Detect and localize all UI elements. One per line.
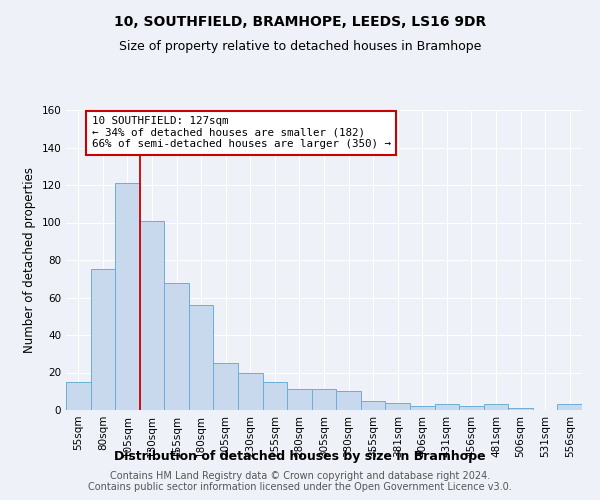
Bar <box>263 382 287 410</box>
Bar <box>140 220 164 410</box>
Bar <box>410 406 434 410</box>
Text: Distribution of detached houses by size in Bramhope: Distribution of detached houses by size … <box>114 450 486 463</box>
Bar <box>361 400 385 410</box>
Text: 10, SOUTHFIELD, BRAMHOPE, LEEDS, LS16 9DR: 10, SOUTHFIELD, BRAMHOPE, LEEDS, LS16 9D… <box>114 15 486 29</box>
Text: 10 SOUTHFIELD: 127sqm
← 34% of detached houses are smaller (182)
66% of semi-det: 10 SOUTHFIELD: 127sqm ← 34% of detached … <box>92 116 391 149</box>
Bar <box>238 372 263 410</box>
Bar <box>508 408 533 410</box>
Bar <box>115 183 140 410</box>
Bar <box>312 390 336 410</box>
Bar <box>287 390 312 410</box>
Bar <box>164 282 189 410</box>
Text: Contains HM Land Registry data © Crown copyright and database right 2024.
Contai: Contains HM Land Registry data © Crown c… <box>88 471 512 492</box>
Y-axis label: Number of detached properties: Number of detached properties <box>23 167 36 353</box>
Bar <box>214 363 238 410</box>
Bar <box>336 391 361 410</box>
Bar <box>385 402 410 410</box>
Bar <box>189 305 214 410</box>
Bar <box>66 382 91 410</box>
Bar <box>557 404 582 410</box>
Bar <box>484 404 508 410</box>
Text: Size of property relative to detached houses in Bramhope: Size of property relative to detached ho… <box>119 40 481 53</box>
Bar <box>434 404 459 410</box>
Bar <box>459 406 484 410</box>
Bar <box>91 270 115 410</box>
